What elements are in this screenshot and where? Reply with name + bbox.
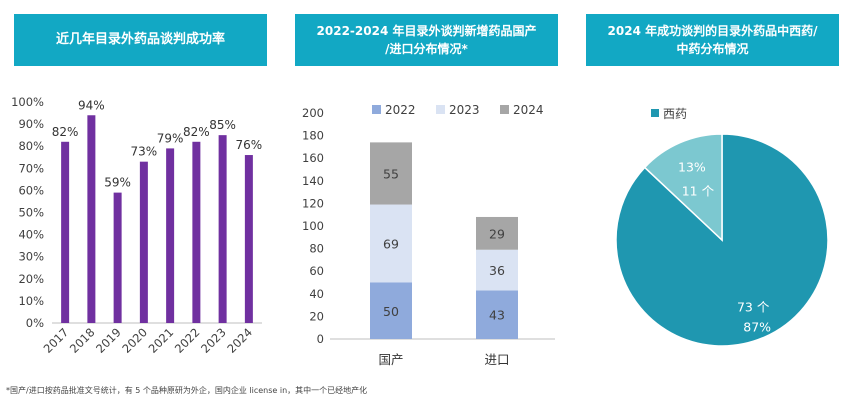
bar-2021 bbox=[166, 148, 175, 323]
legend-label: 2024 bbox=[513, 103, 544, 117]
chart3-title-banner: 2024 年成功谈判的目录外药品中西药/ 中药分布情况 bbox=[586, 14, 839, 66]
bar-2018 bbox=[87, 115, 96, 323]
legend-label: 2023 bbox=[449, 103, 480, 117]
bar-2024 bbox=[244, 155, 253, 323]
y-tick-label: 10% bbox=[18, 294, 44, 308]
legend-swatch-2024 bbox=[500, 105, 509, 114]
x-tick-label: 2020 bbox=[119, 325, 150, 356]
pie-percent-label: 87% bbox=[743, 320, 771, 335]
y-tick-label: 40% bbox=[18, 228, 44, 242]
bar-value-label: 73% bbox=[131, 145, 158, 159]
pie-slice-zhongyao bbox=[643, 133, 723, 242]
segment-value-label: 36 bbox=[489, 263, 505, 278]
segment-value-label: 29 bbox=[489, 226, 505, 241]
legend-swatch-2022 bbox=[372, 105, 381, 114]
chart3-title-line1: 2024 年成功谈判的目录外药品中西药/ bbox=[607, 24, 818, 38]
drug-type-pie-chart: 西药 73 个 87% 13% 11 个 bbox=[615, 107, 829, 347]
y-tick-label: 80 bbox=[309, 242, 324, 256]
pie-count-label: 11 个 bbox=[682, 184, 715, 199]
segment-进口-2024 bbox=[476, 216, 518, 250]
bar-value-label: 76% bbox=[236, 138, 263, 152]
bar-2023 bbox=[218, 135, 227, 323]
bar-2019 bbox=[113, 192, 122, 323]
y-tick-label: 60% bbox=[18, 183, 44, 197]
segment-国产-2024 bbox=[370, 142, 412, 205]
y-tick-label: 60 bbox=[309, 264, 324, 278]
bar-value-label: 79% bbox=[157, 131, 184, 145]
y-tick-label: 80% bbox=[18, 139, 44, 153]
legend-swatch-xiyao bbox=[651, 109, 659, 117]
x-tick-label: 2024 bbox=[224, 325, 255, 356]
y-tick-label: 0% bbox=[26, 316, 44, 330]
bar-2022 bbox=[192, 141, 201, 323]
y-tick-label: 200 bbox=[302, 106, 324, 120]
footnote: *国产/进口按药品批准文号统计，有 5 个品种原研为外企，国内企业 licens… bbox=[6, 386, 368, 395]
bar-2017 bbox=[61, 141, 70, 323]
y-tick-label: 120 bbox=[302, 196, 324, 210]
bar-value-label: 82% bbox=[183, 125, 210, 139]
chart3-title-line2: 中药分布情况 bbox=[676, 42, 749, 56]
y-tick-label: 70% bbox=[18, 161, 44, 175]
y-tick-label: 20 bbox=[309, 309, 324, 323]
segment-进口-2022 bbox=[476, 290, 518, 339]
x-tick-label: 2023 bbox=[198, 325, 229, 356]
y-tick-label: 50% bbox=[18, 206, 44, 220]
x-tick-label: 2019 bbox=[93, 325, 124, 356]
segment-value-label: 55 bbox=[383, 166, 399, 181]
y-tick-label: 0 bbox=[317, 332, 324, 346]
y-tick-label: 180 bbox=[302, 129, 324, 143]
segment-进口-2023 bbox=[476, 249, 518, 291]
y-tick-label: 20% bbox=[18, 272, 44, 286]
chart1-title: 近几年目录外药品谈判成功率 bbox=[55, 32, 225, 47]
bar-value-label: 85% bbox=[209, 118, 236, 132]
segment-value-label: 69 bbox=[383, 237, 399, 252]
legend-label: 西药 bbox=[663, 107, 687, 121]
chart2-title-banner: 2022-2024 年目录外谈判新增药品国产 /进口分布情况* bbox=[295, 14, 558, 66]
chart2-title-line1: 2022-2024 年目录外谈判新增药品国产 bbox=[316, 24, 537, 38]
chart1-title-banner: 近几年目录外药品谈判成功率 bbox=[14, 14, 267, 66]
y-tick-label: 100% bbox=[11, 95, 44, 109]
origin-stacked-bar-chart: 0 20 40 60 80 100 120 140 160 180 200 2022 2023 2024 5… bbox=[302, 103, 555, 367]
chart2-title-line2: /进口分布情况* bbox=[385, 42, 468, 56]
y-tick-label: 140 bbox=[302, 174, 324, 188]
y-tick-label: 30% bbox=[18, 250, 44, 264]
segment-国产-2022 bbox=[370, 282, 412, 339]
x-tick-label: 2022 bbox=[172, 325, 203, 356]
y-tick-label: 40 bbox=[309, 287, 324, 301]
x-tick-label: 2018 bbox=[67, 325, 98, 356]
y-tick-label: 160 bbox=[302, 151, 324, 165]
x-tick-label: 2017 bbox=[41, 325, 72, 356]
segment-value-label: 43 bbox=[489, 308, 505, 323]
legend-label: 2022 bbox=[385, 103, 416, 117]
pie-percent-label: 13% bbox=[678, 160, 706, 175]
x-category-label: 进口 bbox=[484, 352, 509, 367]
bar-value-label: 94% bbox=[78, 98, 105, 112]
segment-value-label: 50 bbox=[383, 304, 399, 319]
legend-swatch-2023 bbox=[436, 105, 445, 114]
y-tick-label: 100 bbox=[302, 219, 324, 233]
bar-value-label: 82% bbox=[52, 125, 79, 139]
bar-2020 bbox=[139, 161, 148, 323]
segment-国产-2023 bbox=[370, 204, 412, 283]
pie-count-label: 73 个 bbox=[737, 300, 770, 315]
bar-value-label: 59% bbox=[104, 176, 131, 190]
success-rate-bar-chart: 0% 10% 20% 30% 40% 50% 60% 70% 80% 90% 100% 82% 2017… bbox=[11, 95, 262, 356]
x-tick-label: 2021 bbox=[146, 325, 177, 356]
x-category-label: 国产 bbox=[378, 352, 403, 367]
y-tick-label: 90% bbox=[18, 117, 44, 131]
